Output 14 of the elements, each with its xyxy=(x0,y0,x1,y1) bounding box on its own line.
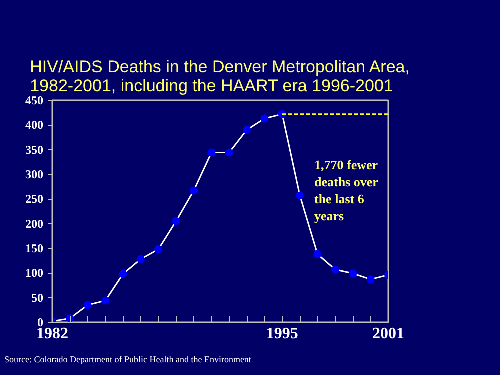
annotation: 1,770 fewer deaths over the last 6 years xyxy=(314,158,379,224)
x-tick-label: 2001 xyxy=(372,326,404,342)
y-tick-label: 300 xyxy=(26,168,44,182)
x-tick-label: 1995 xyxy=(266,326,298,342)
y-tick-label: 150 xyxy=(26,242,44,256)
y-tick-label: 350 xyxy=(26,142,44,157)
y-tick-label: 450 xyxy=(26,94,44,108)
chart-title: HIV/AIDS Deaths in the Denver Metropolitan Area, 1982-2001, including the HAART era 1996-2001 xyxy=(30,58,410,96)
y-tick-label: 200 xyxy=(26,216,44,231)
y-tick-label: 400 xyxy=(26,118,44,132)
source-note: Source: Colorado Department of Public Health and the Environment xyxy=(4,354,252,364)
y-tick-label: 50 xyxy=(32,290,44,305)
y-tick-label: 250 xyxy=(26,192,44,206)
y-tick-label: 100 xyxy=(26,266,44,280)
